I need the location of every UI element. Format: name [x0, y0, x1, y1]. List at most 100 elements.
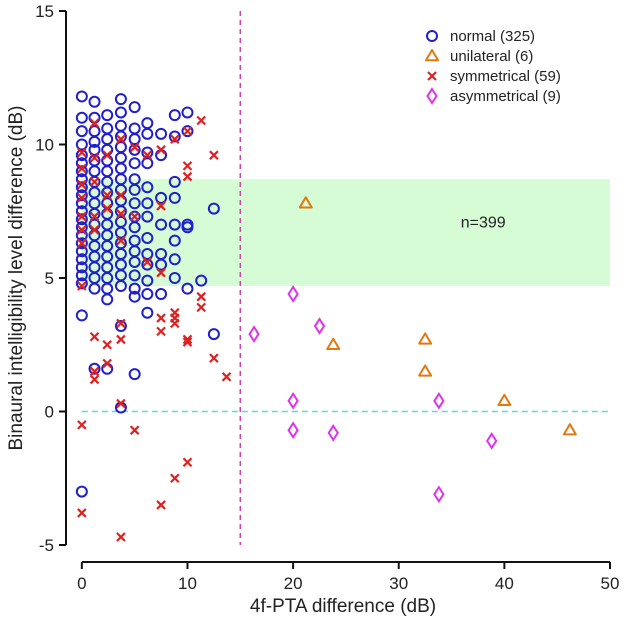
data-point-circle	[155, 127, 168, 140]
y-tick-label: 15	[35, 2, 54, 21]
data-point-circle	[195, 274, 208, 287]
data-point-x	[89, 153, 100, 163]
data-point-circle	[168, 253, 181, 266]
data-point-x	[196, 291, 206, 302]
data-point-triangle	[418, 364, 433, 377]
data-point-x	[116, 398, 126, 409]
data-point-x	[156, 313, 166, 323]
data-point-x	[77, 508, 87, 518]
data-point-x	[156, 500, 166, 510]
data-point-circle	[75, 138, 88, 151]
y-tick-label: 5	[45, 269, 54, 288]
x-tick-label: 20	[284, 574, 303, 593]
data-point-x	[170, 473, 180, 484]
data-point-circle	[181, 125, 194, 138]
data-point-circle	[114, 141, 127, 154]
data-point-x	[89, 118, 100, 128]
data-point-circle	[141, 231, 154, 244]
data-point-x	[182, 171, 193, 182]
data-point-circle	[88, 362, 101, 375]
data-point-circle	[101, 122, 114, 135]
data-point-circle	[168, 218, 181, 231]
data-point-circle	[114, 119, 127, 132]
data-point-x	[170, 318, 180, 329]
data-point-x	[77, 281, 87, 291]
data-point-circle	[101, 133, 114, 146]
legend: normal (325) unilateral (6) symmetrical (5…	[425, 28, 561, 105]
data-point-x	[77, 193, 87, 203]
data-point-circle	[75, 277, 88, 290]
series-diamond	[248, 285, 498, 504]
legend-label: unilateral (6)	[450, 48, 533, 65]
data-point-diamond	[287, 421, 299, 440]
data-point-circle	[88, 95, 101, 108]
data-point-x	[129, 425, 140, 435]
data-point-circle	[114, 280, 127, 293]
data-point-circle	[114, 93, 127, 106]
data-point-diamond	[313, 317, 326, 335]
data-point-triangle	[298, 196, 313, 209]
data-point-circle	[168, 175, 181, 188]
reference-lines-layer	[81, 11, 610, 545]
y-tick-label: 0	[45, 403, 54, 422]
data-point-x	[142, 257, 153, 267]
legend-label: symmetrical (59)	[450, 68, 561, 85]
data-point-x	[116, 134, 126, 144]
data-point-x	[102, 358, 112, 369]
data-point-circle	[168, 109, 181, 122]
data-point-x	[196, 115, 206, 126]
x-tick-label: 0	[77, 574, 86, 593]
data-point-circle	[207, 328, 220, 341]
data-point-circle	[75, 309, 88, 322]
data-point-circle	[75, 245, 88, 258]
data-point-circle	[75, 485, 88, 498]
legend-marker-x	[427, 71, 437, 81]
data-point-circle	[141, 117, 154, 130]
data-point-circle	[75, 261, 88, 274]
data-point-x	[156, 201, 166, 211]
data-point-x	[182, 126, 193, 136]
data-point-circle	[141, 127, 154, 140]
data-point-circle	[168, 272, 181, 284]
data-point-x	[196, 302, 206, 313]
data-point-circle	[181, 221, 194, 234]
x-tick-label: 50	[601, 574, 620, 593]
data-point-diamond	[433, 485, 445, 504]
data-point-circle	[75, 237, 88, 250]
data-point-circle	[88, 282, 101, 295]
data-point-x	[182, 161, 193, 171]
data-point-x	[116, 235, 126, 246]
data-point-diamond	[287, 391, 299, 410]
data-point-circle	[101, 165, 114, 178]
band-count-label: n=399	[461, 214, 506, 231]
data-point-triangle	[326, 337, 341, 350]
data-point-x	[116, 190, 126, 201]
data-point-x	[89, 225, 100, 235]
data-point-circle	[128, 197, 141, 210]
data-point-circle	[75, 149, 88, 162]
y-tick-label: -5	[39, 536, 54, 555]
data-point-x	[77, 163, 87, 174]
data-point-x	[102, 203, 112, 214]
data-point-circle	[168, 191, 181, 204]
data-point-circle	[141, 258, 154, 271]
data-point-circle	[114, 320, 127, 333]
data-point-circle	[168, 234, 181, 247]
data-point-circle	[128, 133, 141, 146]
data-point-circle	[128, 282, 141, 295]
data-point-circle	[128, 221, 141, 234]
data-point-circle	[141, 306, 154, 319]
data-point-diamond	[486, 432, 498, 450]
data-point-circle	[101, 154, 114, 167]
data-point-circle	[101, 293, 114, 306]
data-point-x	[156, 326, 166, 337]
points-layer	[75, 90, 577, 542]
data-point-x	[209, 150, 219, 160]
data-point-x	[221, 372, 232, 382]
data-point-x	[89, 177, 100, 187]
axes-layer: -5 0 5 10 15 0 10 20 30 40 50	[35, 2, 619, 593]
data-point-circle	[114, 162, 127, 175]
legend-label: asymmetrical (9)	[450, 88, 561, 105]
data-point-x	[77, 211, 87, 222]
data-point-x	[129, 142, 140, 152]
